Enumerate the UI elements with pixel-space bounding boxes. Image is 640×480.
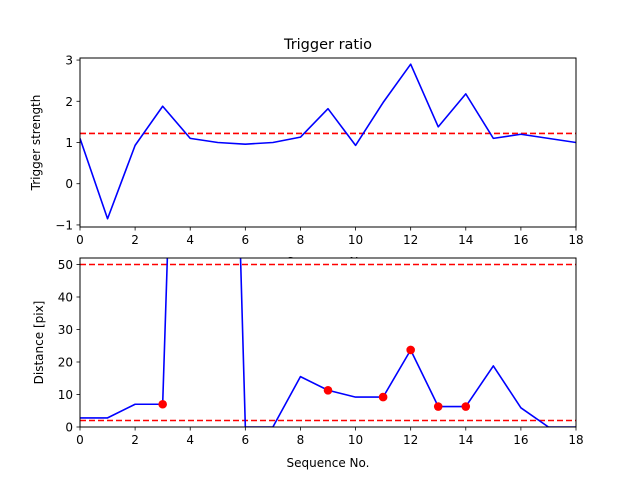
chart-title: Trigger ratio: [283, 37, 372, 53]
y-tick-label: 0: [65, 177, 73, 191]
x-tick-label: 10: [348, 433, 363, 447]
y-tick-label: 10: [58, 388, 73, 402]
x-tick-label: 0: [76, 433, 84, 447]
x-tick-label: 8: [297, 233, 305, 247]
plot-area: [80, 258, 576, 427]
x-tick-label: 16: [513, 433, 528, 447]
x-tick-label: 14: [458, 433, 473, 447]
x-tick-label: 0: [76, 233, 84, 247]
y-tick-label: −1: [55, 218, 73, 232]
axes-background: [80, 258, 576, 427]
x-tick-label: 16: [513, 233, 528, 247]
data-point: [378, 392, 388, 402]
x-tick-label: 18: [568, 233, 583, 247]
x-tick-label: 12: [403, 433, 418, 447]
x-tick-label: 4: [186, 233, 194, 247]
data-point: [323, 385, 333, 395]
tick-group: 0 2 4 6 8 10 12 14 16 18 0 10 20 30 40 50: [58, 258, 584, 447]
data-point: [406, 345, 415, 355]
x-tick-label: 18: [568, 433, 583, 447]
y-axis-label: Trigger strength: [29, 95, 43, 192]
x-tick-label: 4: [186, 433, 194, 447]
axes-frame: [79, 57, 577, 228]
x-axis-label: Sequence No.: [287, 456, 370, 470]
y-tick-label: 2: [65, 95, 73, 109]
y-axis-label: Distance [pix]: [32, 301, 46, 385]
trigger-ratio-panel: Trigger ratio Trigger strength Sequence …: [29, 37, 584, 269]
y-tick-label: 3: [65, 54, 73, 68]
plot-area: [80, 63, 576, 220]
x-tick-label: 2: [131, 433, 139, 447]
data-point: [433, 402, 443, 411]
axes-frame: [79, 257, 577, 428]
y-tick-label: 40: [58, 291, 73, 305]
x-tick-label: 6: [242, 233, 250, 247]
x-tick-label: 6: [242, 433, 250, 447]
y-tick-label: 50: [58, 258, 73, 272]
x-tick-label: 12: [403, 233, 418, 247]
x-tick-label: 2: [131, 233, 139, 247]
distance-panel: Distance [pix] Sequence No. 0 2 4 6 8 10 12 14 1…: [32, 257, 584, 470]
x-tick-label: 8: [297, 433, 305, 447]
y-tick-label: 0: [65, 421, 73, 435]
data-point: [461, 402, 471, 411]
y-tick-label: 20: [58, 356, 73, 370]
data-point: [158, 399, 167, 409]
series-line: [80, 63, 576, 220]
y-tick-label: 1: [65, 136, 73, 150]
x-tick-label: 14: [458, 233, 473, 247]
y-tick-label: 30: [58, 323, 73, 337]
x-tick-label: 10: [348, 233, 363, 247]
